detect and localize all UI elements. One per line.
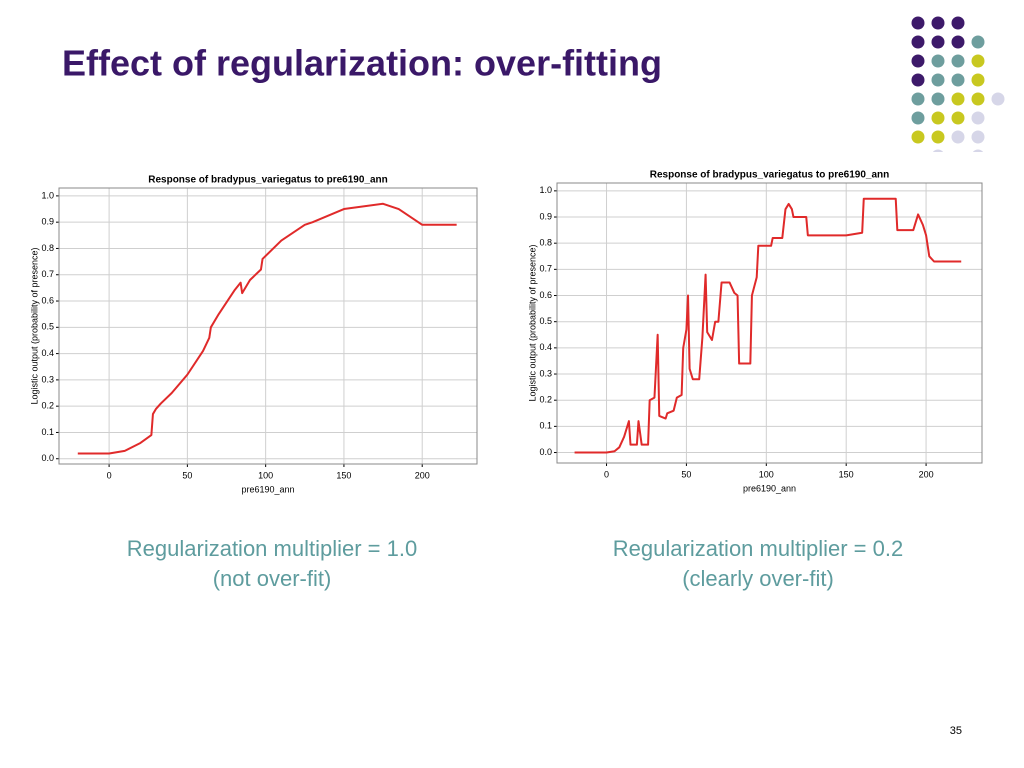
x-tick-label: 200 [919, 469, 934, 479]
y-tick-label: 0.1 [539, 421, 552, 431]
chart-title: Response of bradypus_variegatus to pre61… [650, 170, 890, 181]
x-tick-label: 0 [107, 470, 112, 480]
plot-area [556, 182, 983, 464]
y-tick-label: 0.7 [41, 269, 54, 279]
plot-frame [58, 187, 478, 465]
y-tick-label: 0.2 [539, 395, 552, 405]
line [574, 197, 962, 454]
y-axis-label: Logistic output (probability of presence… [29, 247, 39, 404]
y-tick-label: 0.8 [539, 238, 552, 248]
y-tick-label: 1.0 [41, 190, 54, 200]
x-axis-label: pre6190_ann [743, 483, 796, 493]
y-tick-label: 1.0 [539, 185, 552, 195]
y-tick-label: 0.3 [539, 368, 552, 378]
x-tick-label: 150 [336, 470, 351, 480]
x-tick-label: 200 [415, 470, 430, 480]
y-tick-label: 0.6 [41, 295, 54, 305]
page-number: 35 [950, 725, 962, 737]
slide-title: Effect of regularization: over-fitting [62, 43, 662, 84]
caption: (clearly over-fit) [682, 566, 834, 591]
y-axis-label: Logistic output (probability of presence… [527, 244, 537, 401]
caption: Regularization multiplier = 1.0 [127, 536, 417, 561]
y-tick-label: 0.9 [41, 217, 54, 227]
chart: Response of bradypus_variegatus to pre61… [527, 170, 983, 493]
x-tick-label: 100 [759, 469, 774, 479]
y-tick-label: 0.7 [539, 264, 552, 274]
plot-area [58, 187, 478, 465]
y-tick-label: 0.9 [539, 211, 552, 221]
chart-title: Response of bradypus_variegatus to pre61… [148, 175, 388, 186]
caption: Regularization multiplier = 0.2 [613, 536, 903, 561]
y-tick-label: 0.4 [539, 342, 552, 352]
y-tick-label: 0.0 [539, 447, 552, 457]
caption: (not over-fit) [213, 566, 332, 591]
x-tick-label: 100 [258, 470, 273, 480]
decor-dots [911, 16, 1005, 163]
plot-frame [556, 182, 983, 464]
y-tick-label: 0.5 [41, 322, 54, 332]
x-tick-label: 50 [681, 469, 691, 479]
y-tick-label: 0.3 [41, 374, 54, 384]
y-tick-label: 0.4 [41, 348, 54, 358]
x-axis-label: pre6190_ann [241, 484, 294, 494]
y-tick-label: 0.2 [41, 401, 54, 411]
x-tick-label: 0 [604, 469, 609, 479]
y-tick-label: 0.8 [41, 243, 54, 253]
y-tick-label: 0.1 [41, 427, 54, 437]
y-tick-label: 0.6 [539, 290, 552, 300]
chart: Response of bradypus_variegatus to pre61… [29, 175, 478, 494]
x-tick-label: 150 [839, 469, 854, 479]
x-tick-label: 50 [182, 470, 192, 480]
y-tick-label: 0.5 [539, 316, 552, 326]
line [77, 202, 457, 455]
y-tick-label: 0.0 [41, 453, 54, 463]
